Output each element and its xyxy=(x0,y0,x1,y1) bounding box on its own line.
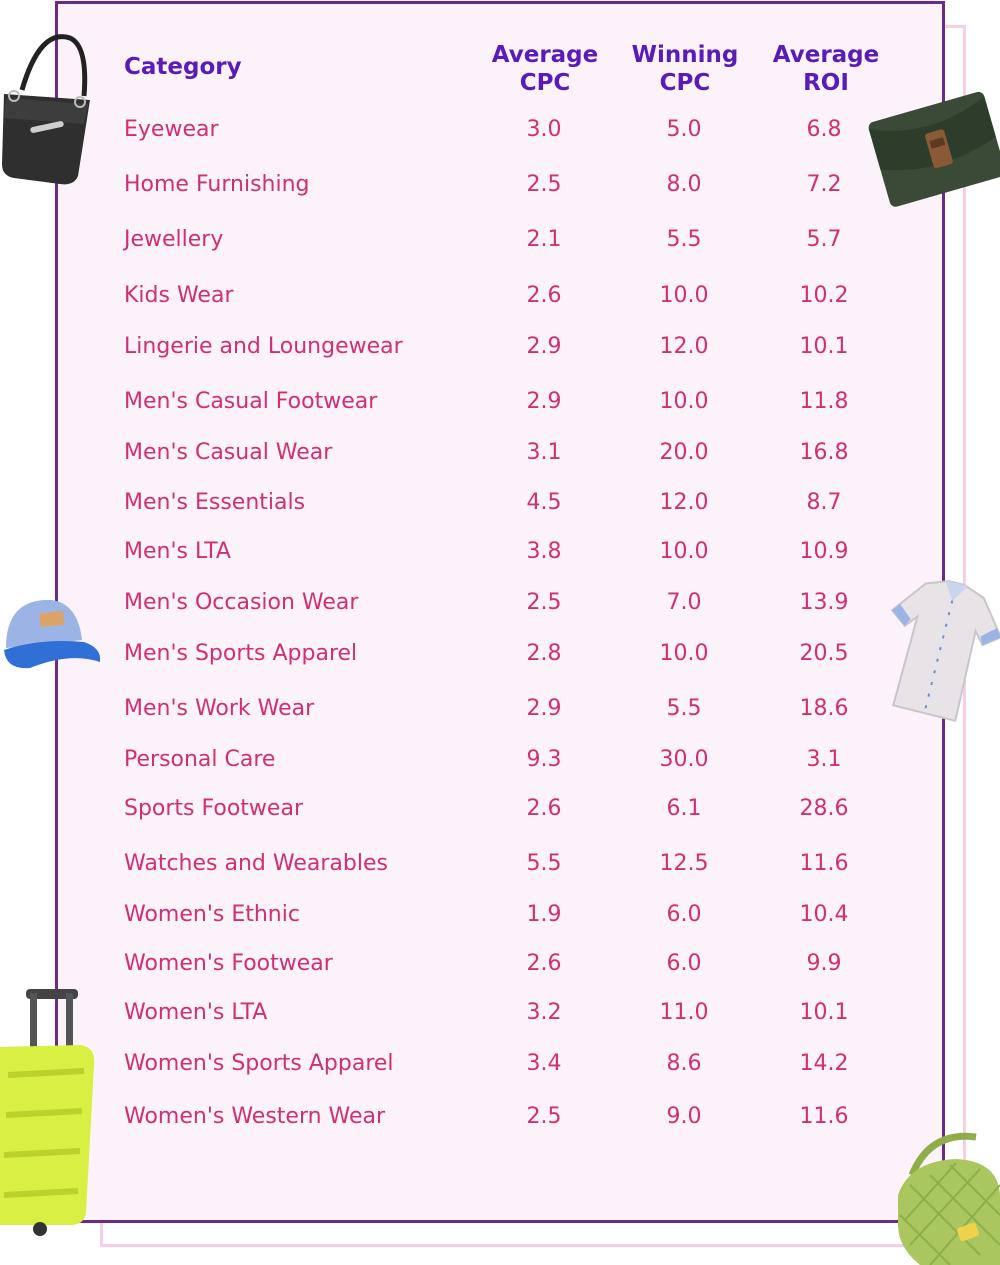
row-winning-cpc: 10.0 xyxy=(659,539,709,564)
row-winning-cpc: 10.0 xyxy=(659,389,709,414)
row-category: Sports Footwear xyxy=(124,796,303,821)
row-winning-cpc: 12.0 xyxy=(659,334,709,359)
cap-icon xyxy=(4,599,101,669)
row-average-roi: 11.6 xyxy=(799,1104,849,1129)
row-average-roi: 10.1 xyxy=(799,1000,849,1025)
row-average-roi: 16.8 xyxy=(799,440,849,465)
row-average-roi: 10.2 xyxy=(799,283,849,308)
row-category: Lingerie and Loungewear xyxy=(124,334,403,359)
row-winning-cpc: 9.0 xyxy=(666,1104,702,1129)
row-average-cpc: 2.9 xyxy=(526,334,562,359)
row-average-cpc: 2.1 xyxy=(526,227,562,252)
row-average-cpc: 2.5 xyxy=(526,1104,562,1129)
row-winning-cpc: 8.6 xyxy=(666,1051,702,1076)
row-average-cpc: 2.6 xyxy=(526,796,562,821)
row-average-cpc: 1.9 xyxy=(526,902,562,927)
row-average-cpc: 3.4 xyxy=(526,1051,562,1076)
row-average-cpc: 4.5 xyxy=(526,490,562,515)
row-average-cpc: 3.8 xyxy=(526,539,562,564)
row-average-roi: 10.4 xyxy=(799,902,849,927)
row-category: Watches and Wearables xyxy=(124,851,388,876)
row-average-cpc: 2.9 xyxy=(526,696,562,721)
row-category: Personal Care xyxy=(124,747,276,772)
row-average-cpc: 3.2 xyxy=(526,1000,562,1025)
row-category: Men's Occasion Wear xyxy=(124,590,359,615)
row-winning-cpc: 6.1 xyxy=(666,796,702,821)
row-category: Jewellery xyxy=(124,227,224,252)
header-average-roi: Average ROI xyxy=(772,42,880,96)
row-average-cpc: 2.5 xyxy=(526,172,562,197)
row-average-cpc: 9.3 xyxy=(526,747,562,772)
row-average-cpc: 2.6 xyxy=(526,951,562,976)
row-average-roi: 5.7 xyxy=(806,227,842,252)
row-winning-cpc: 10.0 xyxy=(659,283,709,308)
row-category: Men's Work Wear xyxy=(124,696,315,721)
table-card xyxy=(55,1,945,1223)
row-category: Home Furnishing xyxy=(124,172,310,197)
row-average-roi: 11.6 xyxy=(799,851,849,876)
row-category: Kids Wear xyxy=(124,283,234,308)
header-winning-cpc: Winning CPC xyxy=(631,42,739,96)
row-average-roi: 28.6 xyxy=(799,796,849,821)
row-category: Women's Ethnic xyxy=(124,902,300,927)
row-category: Women's LTA xyxy=(124,1000,268,1025)
row-winning-cpc: 5.5 xyxy=(666,227,702,252)
handbag-icon xyxy=(2,34,90,185)
row-category: Men's LTA xyxy=(124,539,231,564)
row-winning-cpc: 6.0 xyxy=(666,951,702,976)
row-average-roi: 14.2 xyxy=(799,1051,849,1076)
row-average-cpc: 3.1 xyxy=(526,440,562,465)
row-winning-cpc: 10.0 xyxy=(659,641,709,666)
row-average-roi: 6.8 xyxy=(806,117,842,142)
row-average-cpc: 2.6 xyxy=(526,283,562,308)
row-winning-cpc: 8.0 xyxy=(666,172,702,197)
row-average-cpc: 2.8 xyxy=(526,641,562,666)
duffel-bag-icon xyxy=(898,1132,1000,1265)
row-average-roi: 7.2 xyxy=(806,172,842,197)
row-category: Women's Western Wear xyxy=(124,1104,386,1129)
row-category: Women's Sports Apparel xyxy=(124,1051,394,1076)
row-average-roi: 13.9 xyxy=(799,590,849,615)
row-winning-cpc: 5.5 xyxy=(666,696,702,721)
clutch-bag-icon xyxy=(868,91,1000,207)
shirt-icon xyxy=(890,580,1000,723)
row-average-roi: 18.6 xyxy=(799,696,849,721)
row-winning-cpc: 30.0 xyxy=(659,747,709,772)
row-category: Men's Casual Footwear xyxy=(124,389,378,414)
row-average-cpc: 2.5 xyxy=(526,590,562,615)
row-average-roi: 10.9 xyxy=(799,539,849,564)
header-average-cpc: Average CPC xyxy=(491,42,599,96)
row-average-roi: 3.1 xyxy=(806,747,842,772)
row-category: Eyewear xyxy=(124,117,219,142)
row-category: Women's Footwear xyxy=(124,951,333,976)
row-winning-cpc: 6.0 xyxy=(666,902,702,927)
row-winning-cpc: 12.5 xyxy=(659,851,709,876)
row-average-roi: 8.7 xyxy=(806,490,842,515)
row-winning-cpc: 7.0 xyxy=(666,590,702,615)
row-winning-cpc: 12.0 xyxy=(659,490,709,515)
row-average-roi: 20.5 xyxy=(799,641,849,666)
row-average-cpc: 5.5 xyxy=(526,851,562,876)
row-winning-cpc: 20.0 xyxy=(659,440,709,465)
header-category: Category xyxy=(124,54,242,80)
row-average-cpc: 3.0 xyxy=(526,117,562,142)
row-category: Men's Sports Apparel xyxy=(124,641,358,666)
row-winning-cpc: 5.0 xyxy=(666,117,702,142)
row-category: Men's Essentials xyxy=(124,490,306,515)
row-average-roi: 9.9 xyxy=(806,951,842,976)
row-average-roi: 11.8 xyxy=(799,389,849,414)
row-winning-cpc: 11.0 xyxy=(659,1000,709,1025)
row-average-roi: 10.1 xyxy=(799,334,849,359)
suitcase-icon xyxy=(0,989,95,1236)
row-average-cpc: 2.9 xyxy=(526,389,562,414)
row-category: Men's Casual Wear xyxy=(124,440,333,465)
